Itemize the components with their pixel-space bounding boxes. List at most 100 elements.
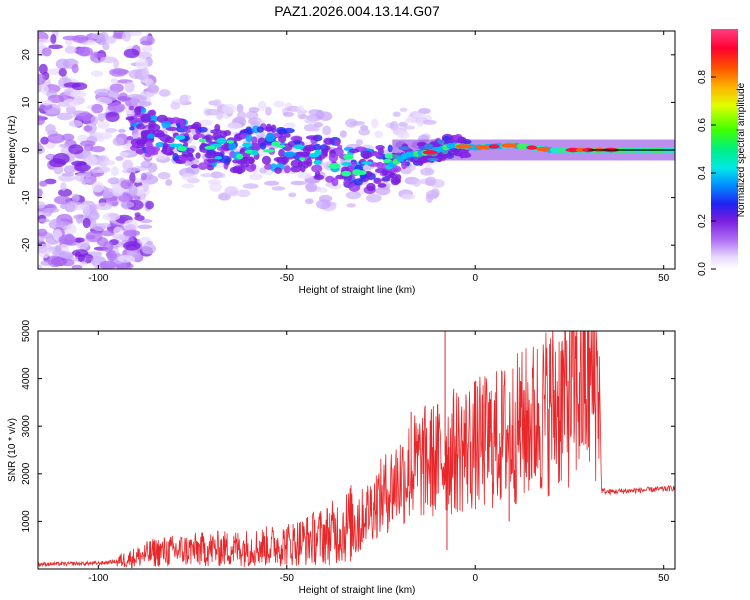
core-blob: [175, 134, 186, 141]
ridge-blob: [155, 141, 166, 148]
snr-frame: [37, 330, 676, 570]
ridge-blob: [395, 174, 402, 181]
noise-blob: [90, 115, 98, 126]
noise-blob: [71, 64, 79, 74]
halo-blob: [271, 186, 286, 191]
halo-blob: [345, 191, 362, 200]
ridge-blob: [251, 136, 258, 144]
noise-blob: [134, 212, 141, 217]
noise-blob: [99, 260, 117, 269]
core-blob: [341, 162, 352, 166]
ridge-blob: [256, 126, 265, 133]
noise-blob: [134, 177, 142, 184]
x-tick-label: -50: [280, 573, 295, 584]
noise-blob: [105, 111, 120, 122]
halo-blob: [305, 182, 318, 193]
y-tick-label: 4000: [21, 367, 32, 390]
halo-blob: [245, 110, 259, 120]
peak-blob: [526, 145, 538, 150]
ridge-blob: [140, 107, 147, 114]
ridge-blob: [198, 126, 208, 133]
noise-blob: [68, 144, 84, 155]
noise-blob: [107, 177, 120, 185]
halo-blob: [298, 113, 308, 120]
noise-blob: [40, 84, 49, 95]
core-blob: [343, 153, 354, 160]
core-blob: [236, 153, 244, 160]
ridge-blob: [214, 123, 221, 132]
spectrogram-y-ticks: -20 -10 0 10 20: [21, 49, 675, 253]
noise-blob: [47, 255, 63, 268]
noise-blob: [71, 82, 88, 91]
noise-blob: [98, 166, 111, 173]
halo-blob: [207, 179, 222, 185]
noise-blob: [79, 261, 88, 267]
noise-blob: [124, 81, 135, 93]
noise-blob: [117, 255, 136, 263]
noise-blob: [48, 218, 64, 230]
halo-blob: [392, 111, 401, 117]
noise-blob: [102, 212, 120, 221]
halo-blob: [209, 182, 222, 193]
ridge-blob: [206, 158, 218, 163]
halo-blob: [355, 139, 363, 146]
noise-blob: [145, 200, 154, 210]
halo-blob: [257, 101, 267, 111]
halo-blob: [216, 112, 224, 120]
ridge-blob: [311, 164, 323, 173]
y-tick-label: -20: [21, 238, 32, 253]
ridge-blob: [366, 182, 376, 192]
noise-blob: [38, 115, 46, 126]
noise-blob: [85, 230, 103, 243]
core-blob: [198, 138, 207, 143]
noise-blob: [96, 132, 113, 140]
ridge-blob: [165, 126, 178, 131]
x-tick-label: -100: [88, 273, 108, 284]
noise-blob: [88, 218, 97, 230]
noise-blob: [123, 229, 141, 237]
noise-blob: [118, 92, 129, 102]
noise-blob: [75, 214, 83, 224]
ridge-blob: [190, 164, 199, 169]
ridge-blob: [278, 135, 287, 143]
halo-blob: [212, 99, 222, 108]
halo-blob: [221, 103, 236, 114]
core-blob: [242, 142, 253, 148]
noise-blob: [44, 178, 57, 185]
ridge-blob: [321, 148, 329, 154]
ridge-blob: [140, 130, 151, 135]
ridge-blob: [265, 123, 272, 132]
noise-blob: [121, 201, 135, 209]
noise-blob: [100, 230, 115, 237]
halo-blob: [147, 162, 158, 173]
halo-blob: [288, 192, 297, 198]
core-blob: [177, 146, 187, 152]
noise-blob: [106, 89, 120, 101]
noise-blob: [38, 264, 43, 269]
noise-blob: [58, 68, 67, 77]
noise-blob: [46, 154, 53, 159]
noise-blob: [56, 112, 74, 121]
noise-blob: [72, 34, 89, 43]
noise-blob: [52, 152, 70, 165]
noise-blob: [41, 99, 52, 106]
ridge-blob: [353, 178, 363, 186]
halo-blob: [236, 111, 247, 121]
ridge-blob: [128, 105, 135, 111]
noise-blob: [126, 94, 145, 99]
ridge-blob: [219, 130, 228, 138]
ridge-blob: [198, 162, 208, 170]
snr-series-line: [38, 331, 675, 569]
peak-blob: [455, 144, 473, 149]
halo-blob: [273, 100, 285, 108]
y-tick-label: 10: [21, 96, 32, 108]
x-tick-label: 50: [658, 573, 670, 584]
noise-blob: [47, 133, 66, 144]
noise-blob: [51, 250, 67, 256]
ridge-blob: [137, 148, 144, 155]
y-tick-label: 20: [21, 49, 32, 61]
core-blob: [328, 163, 341, 170]
noise-blob: [64, 201, 76, 213]
